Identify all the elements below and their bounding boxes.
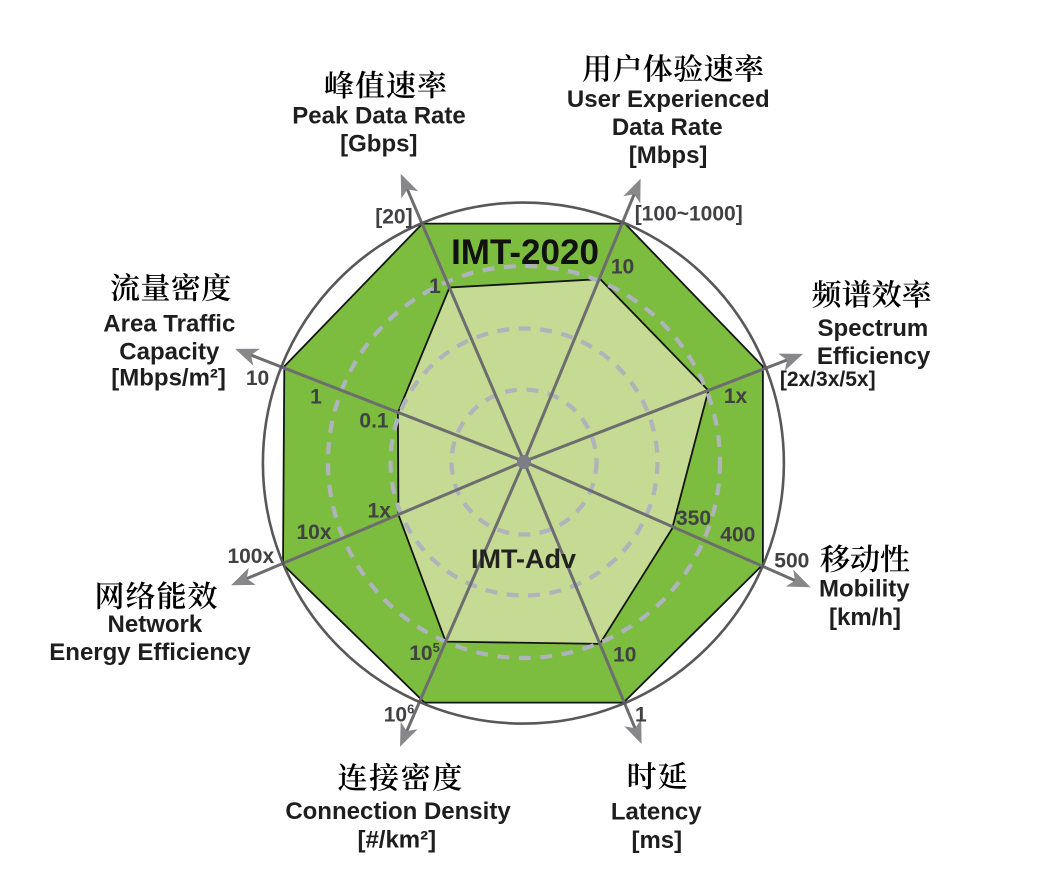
svg-text:[100~1000]: [100~1000] bbox=[635, 203, 743, 226]
svg-text:Capacity: Capacity bbox=[119, 339, 220, 366]
svg-text:User Experienced: User Experienced bbox=[567, 86, 770, 113]
svg-text:10: 10 bbox=[611, 256, 634, 279]
svg-text:Spectrum: Spectrum bbox=[818, 315, 929, 342]
svg-text:1x: 1x bbox=[368, 500, 392, 523]
svg-text:Efficiency: Efficiency bbox=[817, 343, 931, 370]
svg-text:1: 1 bbox=[429, 275, 441, 298]
svg-text:106: 106 bbox=[384, 702, 415, 727]
svg-text:350: 350 bbox=[676, 507, 711, 530]
svg-text:Connection Density: Connection Density bbox=[285, 798, 511, 825]
svg-text:[km/h]: [km/h] bbox=[829, 604, 901, 631]
svg-text:Latency: Latency bbox=[611, 798, 702, 825]
svg-text:Data Rate: Data Rate bbox=[612, 114, 723, 141]
svg-text:1: 1 bbox=[635, 704, 647, 727]
svg-text:Area Traffic: Area Traffic bbox=[103, 311, 235, 338]
svg-text:[Gbps]: [Gbps] bbox=[340, 131, 417, 158]
svg-text:0.1: 0.1 bbox=[359, 410, 389, 433]
svg-text:IMT-Adv: IMT-Adv bbox=[471, 544, 576, 574]
svg-text:10: 10 bbox=[613, 644, 636, 667]
svg-text:500: 500 bbox=[774, 550, 809, 573]
svg-text:400: 400 bbox=[720, 524, 755, 547]
svg-text:Energy Efficiency: Energy Efficiency bbox=[49, 639, 251, 666]
svg-text:Peak Data Rate: Peak Data Rate bbox=[292, 103, 465, 130]
svg-text:[Mbps]: [Mbps] bbox=[629, 142, 708, 169]
svg-text:[20]: [20] bbox=[375, 206, 412, 229]
svg-text:1x: 1x bbox=[724, 385, 748, 408]
svg-text:10: 10 bbox=[246, 367, 269, 390]
svg-text:[2x/3x/5x]: [2x/3x/5x] bbox=[780, 368, 876, 391]
svg-text:[#/km²]: [#/km²] bbox=[357, 827, 436, 854]
svg-text:10x: 10x bbox=[296, 521, 331, 544]
svg-text:Network: Network bbox=[108, 611, 203, 638]
svg-text:1: 1 bbox=[310, 386, 322, 409]
svg-text:[Mbps/m²]: [Mbps/m²] bbox=[111, 365, 226, 392]
svg-text:100x: 100x bbox=[227, 545, 274, 568]
svg-text:Mobility: Mobility bbox=[819, 576, 910, 603]
svg-text:IMT-2020: IMT-2020 bbox=[451, 233, 599, 272]
svg-text:[ms]: [ms] bbox=[631, 827, 682, 854]
